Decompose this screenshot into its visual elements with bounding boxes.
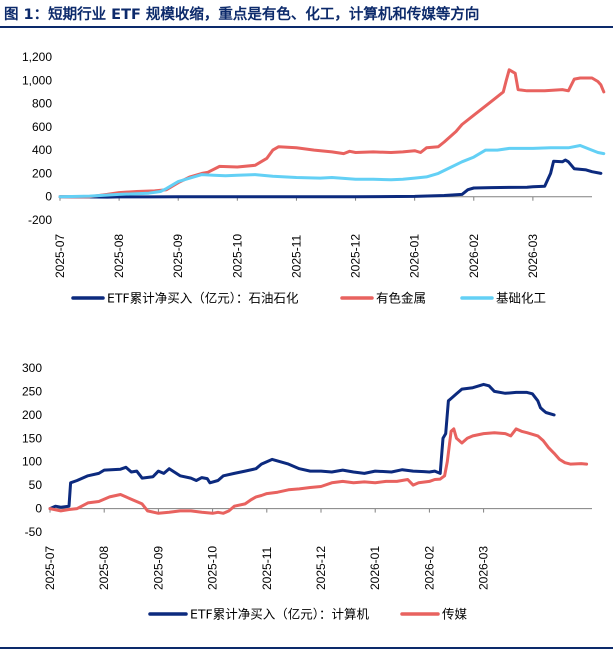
- x-tick-label: 2026-03: [477, 546, 491, 590]
- y-tick-label: 600: [32, 120, 52, 134]
- y-tick-label: 200: [22, 408, 42, 422]
- x-tick-label: 2026-02: [467, 234, 481, 278]
- figure-title: 图 1：短期行业 ETF 规模收缩，重点是有色、化工，计算机和传媒等方向: [4, 7, 480, 23]
- bottom-rule: [0, 647, 613, 649]
- x-tick-label: 2025-10: [206, 546, 220, 590]
- x-tick-label: 2026-01: [368, 546, 382, 590]
- y-tick-label: 1,000: [22, 73, 52, 87]
- x-tick-label: 2025-11: [260, 547, 274, 590]
- series-line-1: [48, 382, 556, 511]
- x-tick-label: 2025-12: [314, 546, 328, 590]
- y-tick-label: 250: [22, 384, 42, 398]
- x-tick-label: 2025-08: [112, 234, 126, 278]
- y-tick-label: 0: [35, 502, 42, 516]
- legend-label: ETF累计净买入（亿元）：计算机: [190, 607, 369, 622]
- title-rule: [0, 26, 613, 28]
- chart-computer-media: -50 0 50 100 150 200 250 300 2025-07 2025-08 2025-…: [22, 361, 592, 622]
- y-tick-label: 800: [32, 97, 52, 111]
- y-tick-label: 300: [22, 361, 42, 375]
- legend-label: ETF累计净买入（亿元）：石油石化: [107, 291, 299, 306]
- y-tick-label: 400: [32, 143, 52, 157]
- y-tick-label: 50: [29, 478, 43, 492]
- x-tick-label: 2026-02: [422, 546, 436, 590]
- series-line-2: [48, 427, 589, 515]
- x-tick-label: 2025-10: [230, 234, 244, 278]
- x-tick-label: 2025-08: [97, 546, 111, 590]
- chart-petro-metal-chem: -200 0 200 400 600 800 1,000 1,200 2025-07 2025-0…: [22, 50, 606, 306]
- x-tick-label: 2025-11: [289, 235, 303, 278]
- y-tick-label: -50: [25, 525, 43, 539]
- y-tick-label: 150: [22, 431, 42, 445]
- x-tick-label: 2025-07: [53, 234, 67, 278]
- x-tick-label: 2025-07: [43, 546, 57, 590]
- x-tick-label: 2026-03: [526, 234, 540, 278]
- series-line-3: [58, 144, 606, 199]
- legend-label: 有色金属: [376, 291, 426, 306]
- x-tick-label: 2026-01: [408, 234, 422, 278]
- series-line-1: [58, 158, 603, 199]
- x-tick-label: 2025-09: [171, 234, 185, 278]
- x-tick-label: 2025-09: [151, 546, 165, 590]
- y-tick-label: 0: [45, 190, 52, 204]
- x-tick-label: 2025-12: [349, 234, 363, 278]
- y-tick-label: 100: [22, 455, 42, 469]
- legend-label: 传媒: [442, 607, 468, 622]
- legend-label: 基础化工: [496, 291, 546, 306]
- y-tick-label: 1,200: [22, 50, 52, 64]
- y-tick-label: 200: [32, 166, 52, 180]
- y-tick-label: -200: [28, 213, 52, 227]
